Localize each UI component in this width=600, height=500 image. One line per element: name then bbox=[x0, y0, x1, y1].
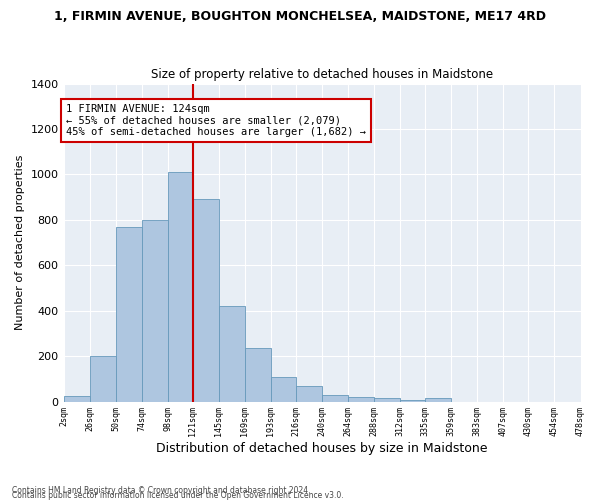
Bar bbox=[219, 306, 245, 402]
Text: Contains HM Land Registry data © Crown copyright and database right 2024.: Contains HM Land Registry data © Crown c… bbox=[12, 486, 311, 495]
Bar bbox=[168, 172, 193, 402]
Text: 1, FIRMIN AVENUE, BOUGHTON MONCHELSEA, MAIDSTONE, ME17 4RD: 1, FIRMIN AVENUE, BOUGHTON MONCHELSEA, M… bbox=[54, 10, 546, 23]
Title: Size of property relative to detached houses in Maidstone: Size of property relative to detached ho… bbox=[151, 68, 493, 81]
Bar bbox=[193, 200, 219, 402]
Bar bbox=[322, 395, 348, 402]
Bar bbox=[116, 226, 142, 402]
Bar bbox=[425, 398, 451, 402]
Bar bbox=[271, 376, 296, 402]
Bar bbox=[64, 396, 89, 402]
Bar bbox=[296, 386, 322, 402]
Y-axis label: Number of detached properties: Number of detached properties bbox=[15, 155, 25, 330]
X-axis label: Distribution of detached houses by size in Maidstone: Distribution of detached houses by size … bbox=[156, 442, 488, 455]
Text: Contains public sector information licensed under the Open Government Licence v3: Contains public sector information licen… bbox=[12, 491, 344, 500]
Bar bbox=[374, 398, 400, 402]
Bar bbox=[142, 220, 168, 402]
Bar bbox=[89, 356, 116, 402]
Bar bbox=[348, 396, 374, 402]
Text: 1 FIRMIN AVENUE: 124sqm
← 55% of detached houses are smaller (2,079)
45% of semi: 1 FIRMIN AVENUE: 124sqm ← 55% of detache… bbox=[66, 104, 366, 137]
Bar bbox=[245, 348, 271, 402]
Bar bbox=[400, 400, 425, 402]
